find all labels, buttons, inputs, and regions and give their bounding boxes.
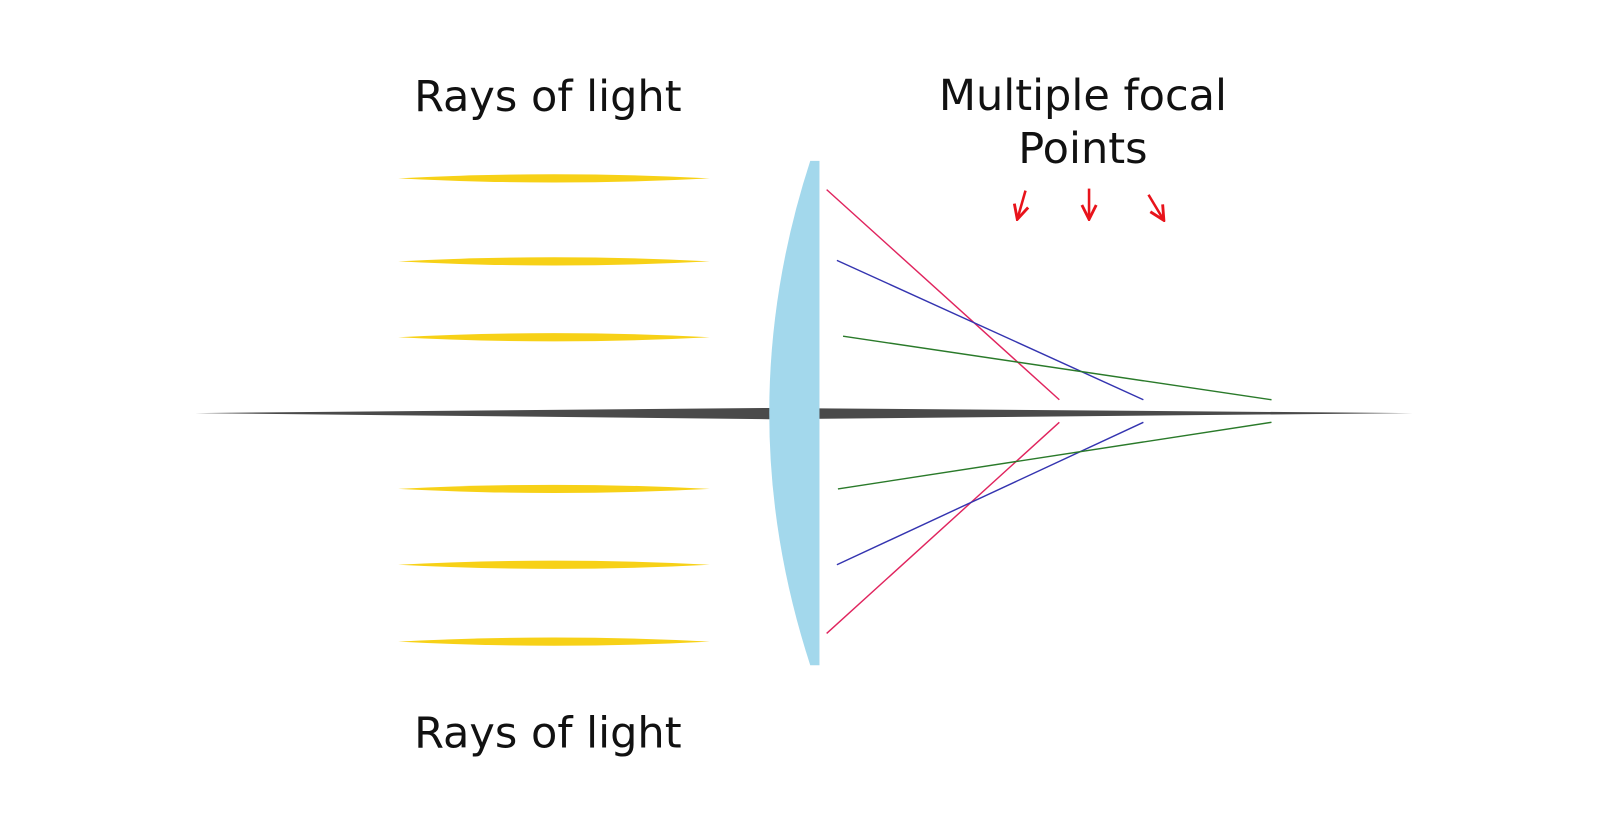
refracted-ray <box>826 189 1060 401</box>
label-top-rays: Rays of light <box>414 72 682 122</box>
refracted-rays <box>826 189 1272 634</box>
ray <box>398 637 710 646</box>
refracted-ray <box>837 421 1272 490</box>
refracted-ray <box>836 259 1144 401</box>
light-rays <box>398 174 710 646</box>
refracted-ray <box>842 335 1272 401</box>
refracted-ray <box>836 421 1144 566</box>
label-focal: Multiple focal <box>939 71 1227 121</box>
label-bottom-rays: Rays of light <box>414 708 682 758</box>
ray <box>398 560 710 569</box>
arrow <box>1147 194 1164 221</box>
ray <box>398 333 710 342</box>
arrow <box>1017 190 1025 220</box>
arrows <box>1017 188 1164 221</box>
ray <box>398 484 710 494</box>
ray <box>398 257 710 266</box>
label-focal: Points <box>1018 124 1147 174</box>
refracted-ray <box>826 421 1060 634</box>
lens <box>769 160 820 666</box>
ray <box>398 174 710 183</box>
